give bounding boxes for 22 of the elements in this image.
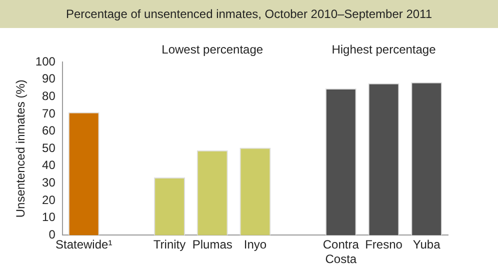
y-tick-label: 40 [42,158,56,172]
y-tick-label: 90 [42,72,56,86]
y-tick-label: 60 [42,124,56,138]
x-tick-label: Inyo [244,238,267,252]
chart-title: Percentage of unsentenced inmates, October 2010–September 2011 [0,0,498,28]
x-tick-label: Plumas [192,238,232,252]
y-tick-label: 30 [42,176,56,190]
y-tick-label: 100 [35,54,56,68]
x-tick-label: Statewide¹ [55,238,112,252]
text: Highest percentage [332,42,436,56]
x-tick-label: Trinity [153,238,186,252]
y-tick-label: 10 [42,210,56,224]
x-tick-label: Yuba [412,238,441,252]
x-tick-label: Contra Costa [322,238,360,266]
x-tick-label: Fresno [365,238,403,252]
y-tick-label: 0 [48,228,56,242]
y-axis-title: Unsentenced inmates (%) [14,80,28,218]
text: Lowest percentage [162,42,264,56]
y-tick-label: 50 [42,140,56,155]
y-tick-label: 70 [42,106,56,120]
y-tick-label: 80 [42,88,56,103]
y-tick-label: 20 [42,192,56,207]
